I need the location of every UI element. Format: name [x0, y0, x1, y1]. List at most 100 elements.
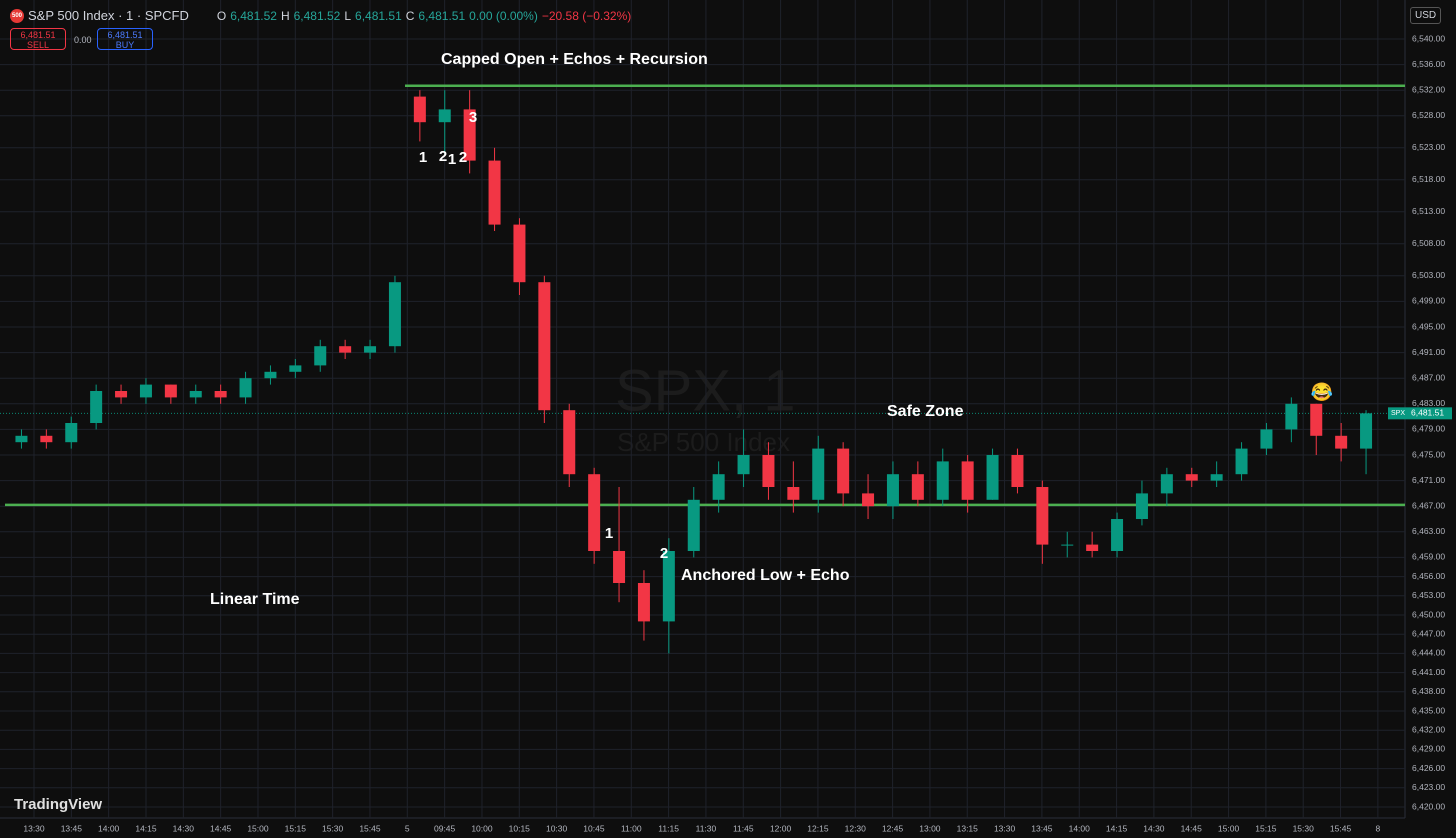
candle-body: [961, 461, 974, 500]
y-tick-label: 6,435.00: [1412, 705, 1445, 715]
annotation: 2: [660, 545, 668, 562]
candle-body: [90, 391, 103, 423]
candle-body: [1285, 403, 1298, 430]
x-tick-label: 13:00: [919, 823, 941, 833]
sell-label: SELL: [26, 40, 50, 50]
last-price-tag: [1408, 407, 1452, 420]
candle-body: [538, 282, 551, 411]
annotation: Capped Open + Echos + Recursion: [441, 51, 708, 68]
candle-body: [15, 435, 28, 443]
last-symbol: SPX: [1391, 410, 1405, 417]
symbol-badge: 500: [10, 8, 24, 23]
candle-body: [837, 448, 850, 494]
symbol-name[interactable]: S&P 500 Index · 1 · SPCFD: [28, 8, 189, 23]
y-tick-label: 6,444.00: [1412, 648, 1445, 658]
annotation: 1: [605, 525, 613, 542]
candle-body: [40, 435, 53, 443]
candle-body: [1310, 403, 1323, 436]
candle-body: [139, 384, 152, 398]
candle-body: [986, 455, 999, 500]
x-tick-label: 10:15: [509, 823, 531, 833]
sell-button[interactable]: 6,481.51 SELL: [10, 28, 66, 50]
candle-body: [936, 461, 949, 500]
annotation: 2: [439, 148, 447, 165]
x-tick-label: 13:30: [994, 823, 1016, 833]
buy-button[interactable]: 6,481.51 BUY: [97, 28, 153, 50]
x-tick-label: 15:00: [1218, 823, 1240, 833]
candle-body: [264, 371, 277, 379]
ohlc-value: 6,481.51: [418, 8, 466, 23]
logo: TradingView: [14, 796, 103, 813]
y-tick-label: 6,438.00: [1412, 686, 1445, 696]
candle-body: [613, 551, 626, 583]
candle-body: [812, 448, 825, 500]
x-tick-label: 09:45: [434, 823, 456, 833]
annotation: 3: [469, 109, 477, 126]
x-tick-label: 15:00: [247, 823, 269, 833]
x-tick-label: 14:15: [135, 823, 157, 833]
y-tick-label: 6,532.00: [1412, 84, 1445, 94]
y-tick-label: 6,513.00: [1412, 206, 1445, 216]
candle-body: [712, 474, 725, 500]
y-tick-label: 6,420.00: [1412, 801, 1445, 811]
x-tick-label: 10:45: [583, 823, 605, 833]
buy-price: 6,481.51: [107, 30, 143, 40]
annotation: 1: [448, 151, 456, 168]
annotation: Linear Time: [210, 591, 300, 608]
candle-body: [762, 455, 775, 487]
x-tick-label: 14:45: [1181, 823, 1203, 833]
ohlc-label: O: [216, 8, 227, 23]
watermark-name: S&P 500 Index: [617, 427, 790, 457]
candle-body: [1160, 474, 1173, 494]
x-tick-label: 14:00: [1069, 823, 1091, 833]
candle-body: [687, 499, 700, 551]
y-tick-label: 6,503.00: [1412, 270, 1445, 280]
candle-body: [463, 109, 476, 161]
candle-body: [886, 474, 899, 507]
x-tick-label: 14:15: [1106, 823, 1128, 833]
candle-body: [1335, 435, 1348, 449]
x-tick-label: 12:15: [807, 823, 829, 833]
x-tick-label: 15:30: [322, 823, 344, 833]
y-tick-label: 6,467.00: [1412, 500, 1445, 510]
candle-body: [314, 346, 327, 366]
watermark-symbol: SPX, 1: [615, 358, 796, 423]
ohlc-value: 6,481.52: [293, 8, 341, 23]
candle-body: [1360, 413, 1373, 449]
x-tick-label: 8: [1376, 823, 1381, 833]
candle-body: [339, 346, 352, 353]
x-tick-label: 10:30: [546, 823, 568, 833]
x-tick-label: 15:45: [359, 823, 381, 833]
candle-body: [662, 551, 675, 622]
candle-body: [862, 493, 875, 507]
annotation: 2: [459, 149, 467, 166]
candle-body: [115, 391, 128, 398]
candle-body: [1210, 474, 1223, 481]
candle-body: [289, 365, 302, 372]
y-tick-label: 6,528.00: [1412, 110, 1445, 120]
y-tick-label: 6,475.00: [1412, 449, 1445, 459]
x-tick-label: 12:00: [770, 823, 792, 833]
y-tick-label: 6,450.00: [1412, 609, 1445, 619]
y-tick-label: 6,487.00: [1412, 372, 1445, 382]
y-tick-label: 6,523.00: [1412, 142, 1445, 152]
currency-button[interactable]: USD: [1410, 7, 1442, 24]
x-tick-label: 11:15: [658, 823, 679, 833]
candle-body: [911, 474, 924, 500]
annotation: Safe Zone: [887, 403, 964, 420]
annotation: 1: [419, 149, 427, 166]
x-tick-label: 15:15: [1255, 823, 1277, 833]
candle-body: [413, 96, 426, 123]
y-tick-label: 6,540.00: [1412, 33, 1445, 43]
candle-body: [65, 423, 78, 443]
y-tick-label: 6,518.00: [1412, 174, 1445, 184]
x-tick-label: 5: [405, 823, 410, 833]
y-tick-label: 6,429.00: [1412, 744, 1445, 754]
spread: 0.00: [74, 35, 92, 45]
change: 0.00 (0.00%): [469, 8, 538, 23]
x-tick-label: 15:45: [1330, 823, 1352, 833]
y-tick-label: 6,479.00: [1412, 424, 1445, 434]
candle-body: [787, 487, 800, 500]
x-tick-label: 12:45: [882, 823, 904, 833]
